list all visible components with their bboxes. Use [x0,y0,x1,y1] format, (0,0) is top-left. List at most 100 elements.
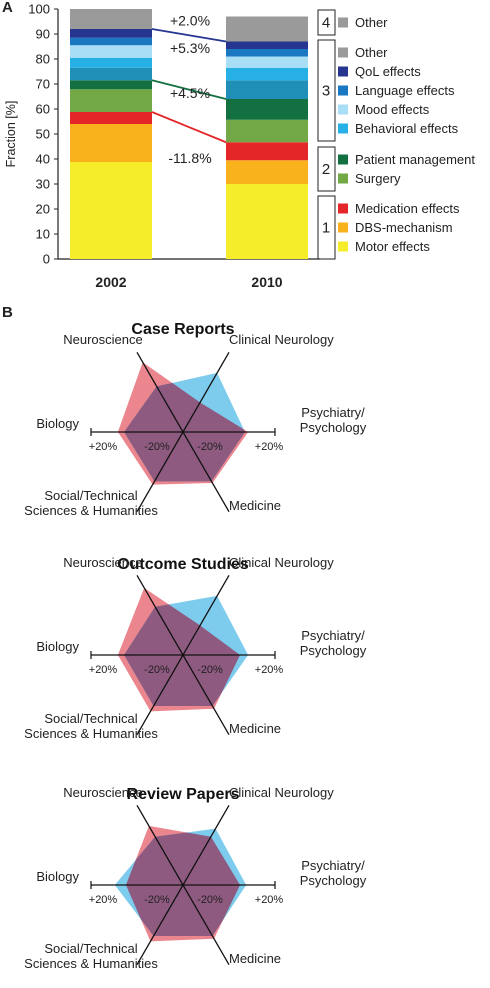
bar-segment-other-2002 [70,9,152,29]
y-tick-label: 40 [36,152,50,167]
legend-group-number-4: 4 [322,15,330,32]
radar-case-reports [90,352,276,512]
radar-axis-label-biology: Biology [36,416,79,431]
radar-axis-label-social-technical-sciences-humanities: Social/Technical Sciences & Humanities [24,711,158,741]
legend-label-patient-management: Patient management [355,152,475,167]
legend-swatch-dbs-mechanism [338,222,348,233]
radar-title: Review Papers [127,786,240,803]
legend-label-qol-effects: QoL effects [355,64,421,79]
legend-swatch-other [338,17,348,28]
radar-axis-label-biology: Biology [36,869,79,884]
bar-segment-dbs-mechanism-2002 [70,124,152,162]
bar-segment-patient-management-2002 [70,80,152,90]
radar-scale-label: +20% [255,894,284,906]
radar-scale-label: -20% [197,664,223,676]
legend-label-other: Other [355,45,388,60]
y-tick-label: 90 [36,27,50,42]
y-tick-label: 10 [36,227,50,242]
legend-swatch-behavioral-effects [338,123,348,134]
legend-swatch-mood-effects [338,104,348,115]
legend-group-number-2: 2 [322,161,330,178]
bar-segment-qol-effects-2010 [226,41,308,49]
radar-outcome-studies [90,575,276,735]
bar-segment-medication-effects-2010 [226,142,308,161]
bar-segment-cognitive-effects-2002 [70,67,152,81]
group-connector-line [151,28,227,43]
radar-scale-label: +20% [89,894,118,906]
bar-segment-dbs-mechanism-2010 [226,160,308,184]
legend-group-bracket-4 [317,9,336,36]
radar-axis-label-medicine: Medicine [229,721,281,736]
legend-group-number-1: 1 [322,220,330,237]
legend-group-number-3: 3 [322,83,330,100]
bar-segment-behavioral-effects-2010 [226,67,308,81]
radar-scale-label: +20% [255,664,284,676]
legend-label-dbs-mechanism: DBS-mechanism [355,220,453,235]
group-connector-line [151,111,227,144]
radar-axis-label-clinical-neurology: Clinical Neurology [229,555,334,570]
radar-axis-line [136,575,230,735]
legend-label-other: Other [355,15,388,30]
y-tick-label: 50 [36,127,50,142]
radar-overlap-area [124,595,240,706]
legend-swatch-qol-effects [338,66,348,77]
y-tick-label: 100 [28,2,50,17]
bar-segment-mood-effects-2002 [70,45,152,58]
bar-segment-medication-effects-2002 [70,112,152,124]
radar-axis-label-neuroscience: Neuroscience [63,332,143,347]
radar-scale-label: +20% [89,441,118,453]
bar-segment-qol-effects-2002 [70,29,152,38]
y-tick-label: 0 [43,252,50,267]
group-delta-label: +4.5% [170,85,210,101]
radar-scale-label: -20% [144,894,170,906]
bar-segment-motor-effects-2010 [226,184,308,259]
bar-segment-language-effects-2002 [70,37,152,46]
radar-axis-label-social-technical-sciences-humanities: Social/Technical Sciences & Humanities [24,941,158,971]
bar-segment-surgery-2010 [226,119,308,143]
radar-axis-label-clinical-neurology: Clinical Neurology [229,785,334,800]
legend-label-surgery: Surgery [355,171,401,186]
radar-axis-label-neuroscience: Neuroscience [63,555,143,570]
group-connector-line [151,79,227,100]
legend-label-language-effects: Language effects [355,83,455,98]
legend-swatch-other [338,47,348,58]
x-tick-label-2002: 2002 [95,274,126,290]
legend-swatch-patient-management [338,154,348,165]
bar-segment-motor-effects-2002 [70,162,152,259]
legend-label-behavioral-effects: Behavioral effects [355,121,459,136]
radar-axis-label-psychiatry-psychology: Psychiatry/Psychology [300,405,367,435]
radar-title: Case Reports [131,321,234,338]
radar-scale-label: +20% [89,664,118,676]
bar-segment-other-2010 [226,16,308,42]
group-delta-label: +5.3% [170,40,210,56]
legend-group-bracket-1 [317,195,336,260]
x-tick-label-2010: 2010 [251,274,282,290]
legend-label-motor-effects: Motor effects [355,239,430,254]
radar-axis-line [136,805,230,965]
legend-label-medication-effects: Medication effects [355,201,460,216]
bar-segment-surgery-2002 [70,89,152,112]
radar-axis-label-psychiatry-psychology: Psychiatry/Psychology [300,628,367,658]
bar-segment-mood-effects-2010 [226,56,308,68]
legend-swatch-surgery [338,173,348,184]
radar-axis-label-psychiatry-psychology: Psychiatry/Psychology [300,858,367,888]
group-delta-label: -11.8% [168,150,211,166]
y-tick-label: 80 [36,52,50,67]
panel-a-label: A [2,0,13,16]
radar-overlap-area [126,828,240,936]
y-tick-label: 20 [36,202,50,217]
legend-swatch-medication-effects [338,203,348,214]
legend-swatch-motor-effects [338,241,348,252]
legend-group-bracket-2 [317,146,336,192]
radar-scale-label: -20% [144,441,170,453]
panel-b-label: B [2,304,13,321]
radar-axis-label-neuroscience: Neuroscience [63,785,143,800]
bar-segment-patient-management-2010 [226,99,308,120]
y-tick-label: 60 [36,102,50,117]
y-tick-label: 70 [36,77,50,92]
radar-axis-label-social-technical-sciences-humanities: Social/Technical Sciences & Humanities [24,488,158,518]
radar-axis-label-medicine: Medicine [229,498,281,513]
radar-scale-label: -20% [144,664,170,676]
